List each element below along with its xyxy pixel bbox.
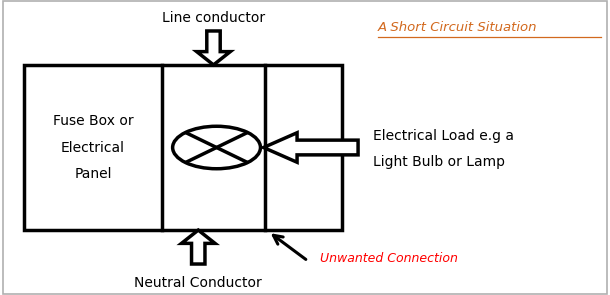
Text: Panel: Panel <box>74 167 112 181</box>
Circle shape <box>173 126 260 169</box>
Text: Fuse Box or: Fuse Box or <box>52 114 134 128</box>
Text: Unwanted Connection: Unwanted Connection <box>320 252 458 265</box>
Text: Electrical: Electrical <box>61 140 125 155</box>
Text: Light Bulb or Lamp: Light Bulb or Lamp <box>373 155 505 169</box>
Text: Line conductor: Line conductor <box>162 11 265 25</box>
Polygon shape <box>264 133 358 162</box>
Bar <box>24 65 342 230</box>
Text: Electrical Load e.g a: Electrical Load e.g a <box>373 129 514 143</box>
Polygon shape <box>181 230 215 264</box>
Text: Neutral Conductor: Neutral Conductor <box>134 276 262 290</box>
Text: A Short Circuit Situation: A Short Circuit Situation <box>378 21 537 34</box>
Polygon shape <box>196 31 231 65</box>
